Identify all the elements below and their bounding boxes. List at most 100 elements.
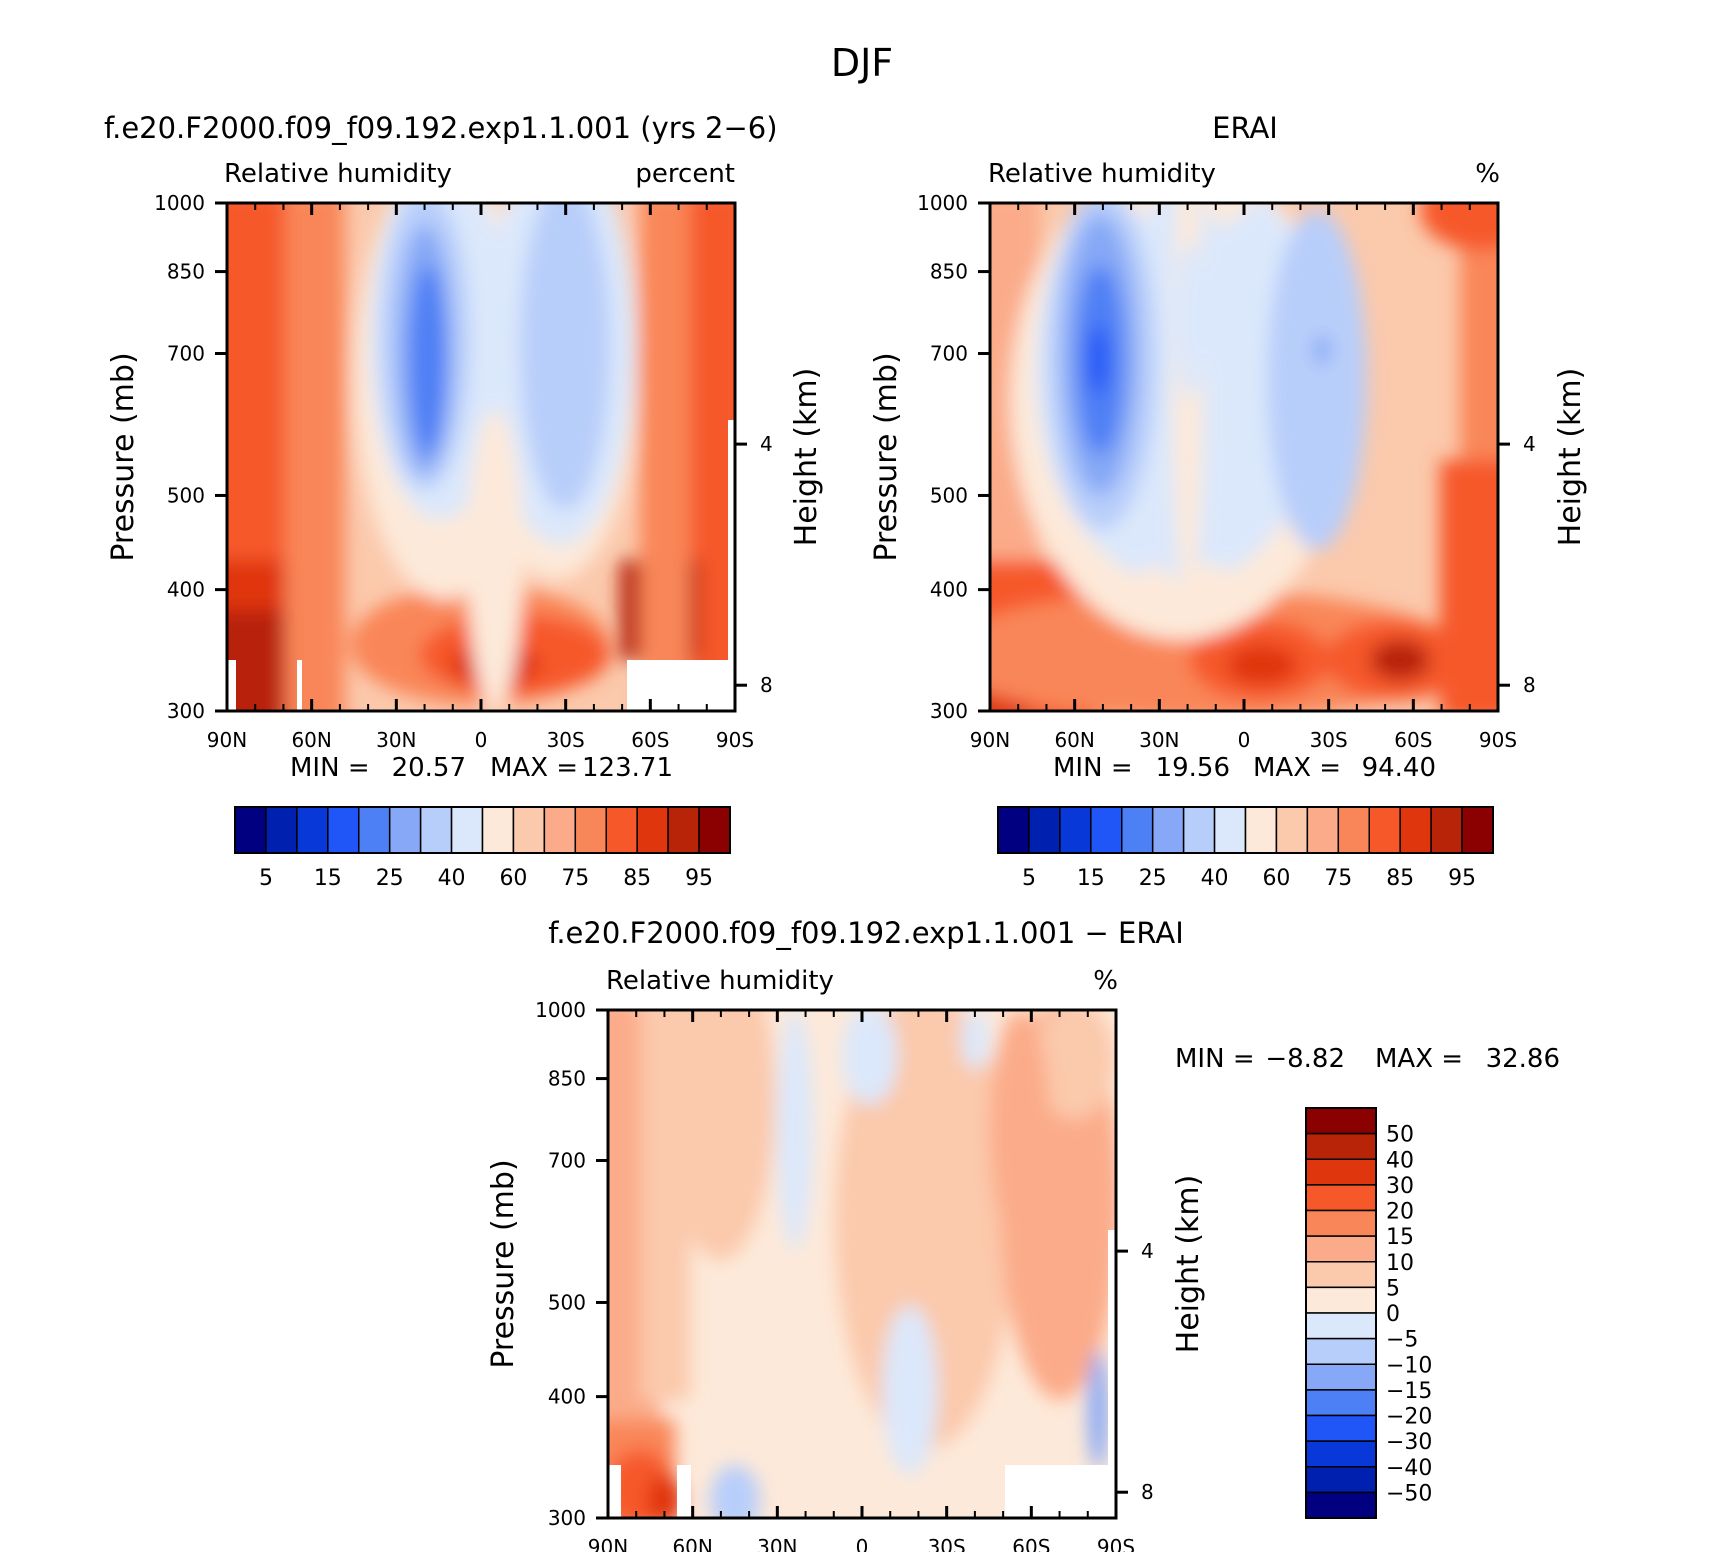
x-tick-label: 0	[856, 1535, 869, 1552]
y2-tick-label: 8	[760, 673, 773, 697]
colorbar-swatch	[481, 806, 515, 854]
panel-obs-min-label: MIN =	[1053, 753, 1133, 783]
colorbar-swatch	[574, 806, 607, 854]
colorbar-label: 30	[1386, 1174, 1414, 1199]
y2-tick-label: 4	[1523, 432, 1536, 456]
colorbar-label: 95	[685, 866, 713, 891]
y-tick-label: 400	[548, 1385, 586, 1409]
x-tick-label: 30N	[376, 728, 416, 752]
colorbar-swatch	[1305, 1209, 1377, 1237]
colorbar-swatch	[419, 806, 453, 854]
y-tick-label: 1000	[917, 191, 968, 215]
colorbar-swatch	[1305, 1261, 1377, 1289]
panel-diff-title: f.e20.F2000.f09_f09.192.exp1.1.001 − ERA…	[548, 916, 1184, 950]
x-tick-label: 90S	[1097, 1535, 1135, 1552]
y-tick-label: 850	[167, 260, 205, 284]
colorbar-swatch	[1305, 1184, 1377, 1212]
colorbar-swatch	[1305, 1389, 1377, 1417]
colorbar-label: 40	[1386, 1148, 1414, 1173]
colorbar-label: 75	[1324, 866, 1352, 891]
panel-obs-colorbar: 5 15 25 40 60 75 85 95	[997, 806, 1494, 891]
x-tick-label: 90N	[207, 728, 247, 752]
panel-diff-variable: Relative humidity	[606, 966, 834, 996]
panel-diff-y2label: Height (km)	[1171, 1175, 1206, 1354]
panel-model-ylabel: Pressure (mb)	[106, 352, 141, 561]
y-tick-label: 300	[548, 1506, 586, 1530]
colorbar-swatch	[1306, 806, 1340, 854]
colorbar-swatch	[605, 806, 638, 854]
colorbar-label: 15	[314, 866, 342, 891]
y-tick-label: 700	[167, 341, 205, 365]
colorbar-swatch	[1461, 806, 1494, 854]
colorbar-label: −15	[1386, 1379, 1432, 1404]
colorbar-swatch	[667, 806, 700, 854]
colorbar-frame	[234, 806, 731, 854]
colorbar-label: −30	[1386, 1430, 1432, 1455]
colorbar-label: 15	[1077, 866, 1105, 891]
colorbar-swatch	[1182, 806, 1216, 854]
colorbar-swatch	[1305, 1363, 1377, 1391]
panel-obs: ERAI Relative humidity %	[869, 111, 1588, 891]
colorbar-swatch	[234, 806, 267, 854]
x-tick-label: 60S	[1394, 728, 1432, 752]
y-tick-label: 400	[930, 578, 968, 602]
colorbar-label: 25	[376, 866, 404, 891]
panel-obs-variable: Relative humidity	[988, 159, 1216, 189]
colorbar-label: 20	[1386, 1200, 1414, 1225]
panel-diff-ylabel: Pressure (mb)	[486, 1159, 521, 1368]
x-tick-label: 60S	[631, 728, 669, 752]
colorbar-label: 25	[1139, 866, 1167, 891]
colorbar-swatch	[1305, 1312, 1377, 1340]
colorbar-swatch	[1059, 806, 1092, 854]
colorbar-swatch	[512, 806, 546, 854]
colorbar-swatch	[1305, 1491, 1377, 1519]
colorbar-swatch	[1305, 1466, 1377, 1494]
colorbar-swatch	[1305, 1414, 1377, 1442]
colorbar-swatch	[1305, 1235, 1377, 1263]
colorbar-swatch	[450, 806, 484, 854]
panel-diff-axes: 90N 60N 30N 0 30S 60S 90S 300 400 500 700 850 1000 8 4	[535, 998, 1154, 1552]
panel-model-max-value: 123.71	[582, 753, 673, 783]
panel-diff-max-label: MAX =	[1375, 1044, 1463, 1074]
y-tick-label: 500	[548, 1290, 586, 1314]
panel-obs-min-value: 19.56	[1156, 753, 1230, 783]
panel-model-colorbar: 5 15 25 40 60 75 85 95	[234, 806, 731, 891]
colorbar-label: −10	[1386, 1353, 1432, 1378]
y-tick-label: 700	[548, 1148, 586, 1172]
panel-model-min-value: 20.57	[392, 753, 466, 783]
y-tick-label: 1000	[535, 998, 586, 1022]
colorbar-swatch	[1244, 806, 1278, 854]
x-tick-label: 30N	[757, 1535, 797, 1552]
figure-title: DJF	[831, 41, 893, 85]
x-tick-label: 30S	[1310, 728, 1348, 752]
colorbar-swatch	[1305, 1440, 1377, 1468]
x-tick-label: 90S	[716, 728, 754, 752]
panel-model-max-label: MAX =	[490, 753, 578, 783]
colorbar-swatch	[1399, 806, 1432, 854]
x-tick-label: 60N	[672, 1535, 712, 1552]
colorbar-label: 75	[561, 866, 589, 891]
x-tick-label: 60N	[291, 728, 331, 752]
panel-obs-max-value: 94.40	[1362, 753, 1436, 783]
colorbar-swatch	[1028, 806, 1061, 854]
colorbar-swatch	[327, 806, 360, 854]
panel-obs-y2label: Height (km)	[1553, 368, 1588, 547]
x-tick-label: 30S	[547, 728, 585, 752]
y-tick-label: 850	[548, 1067, 586, 1091]
x-tick-label: 0	[1238, 728, 1251, 752]
colorbar-swatch	[1305, 1337, 1377, 1365]
x-tick-label: 90S	[1479, 728, 1517, 752]
y-tick-label: 700	[930, 341, 968, 365]
colorbar-label: 95	[1448, 866, 1476, 891]
panel-obs-title: ERAI	[1212, 111, 1278, 145]
y-tick-label: 500	[930, 483, 968, 507]
colorbar-label: 60	[1262, 866, 1290, 891]
panel-obs-axes: 90N 60N 30N 0 30S 60S 90S 300 400 500 700 850 1000 8 4	[917, 191, 1536, 752]
panel-diff-max-value: 32.86	[1486, 1044, 1560, 1074]
colorbar-label: 50	[1386, 1123, 1414, 1148]
colorbar-swatch	[636, 806, 669, 854]
colorbar-swatch	[1305, 1132, 1377, 1160]
colorbar-swatch	[1305, 1158, 1377, 1186]
